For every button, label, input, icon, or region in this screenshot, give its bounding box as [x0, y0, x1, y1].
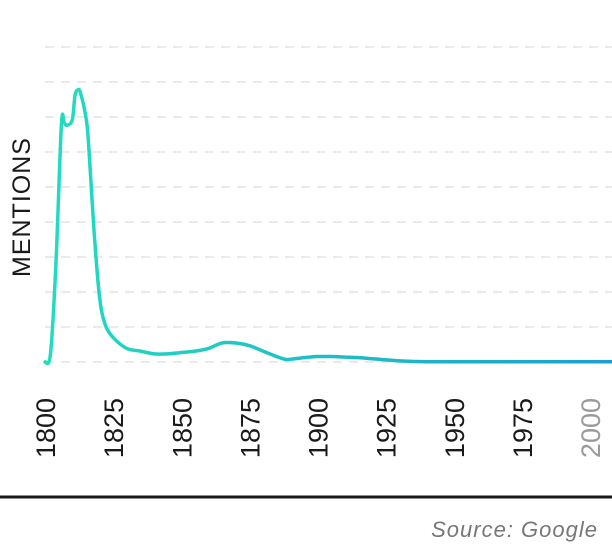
x-tick-1875: 1875 — [235, 398, 265, 458]
x-tick-1900: 1900 — [304, 398, 334, 458]
source-note: Source: Google — [431, 517, 598, 542]
series-line-0 — [43, 87, 612, 366]
plot-area — [43, 87, 612, 366]
y-axis-label: MENTIONS — [8, 137, 36, 277]
x-tick-1825: 1825 — [99, 398, 129, 458]
gridlines — [45, 46, 612, 363]
x-tick-1800: 1800 — [31, 398, 61, 458]
x-tick-1850: 1850 — [167, 398, 197, 458]
x-tick-1950: 1950 — [440, 398, 470, 458]
x-tick-1975: 1975 — [508, 398, 538, 458]
x-tick-1925: 1925 — [372, 398, 402, 458]
x-axis-ticks: 1800 1825 1850 1875 1900 1925 1950 1975 2000 — [31, 398, 606, 458]
x-tick-2000: 2000 — [576, 398, 606, 458]
